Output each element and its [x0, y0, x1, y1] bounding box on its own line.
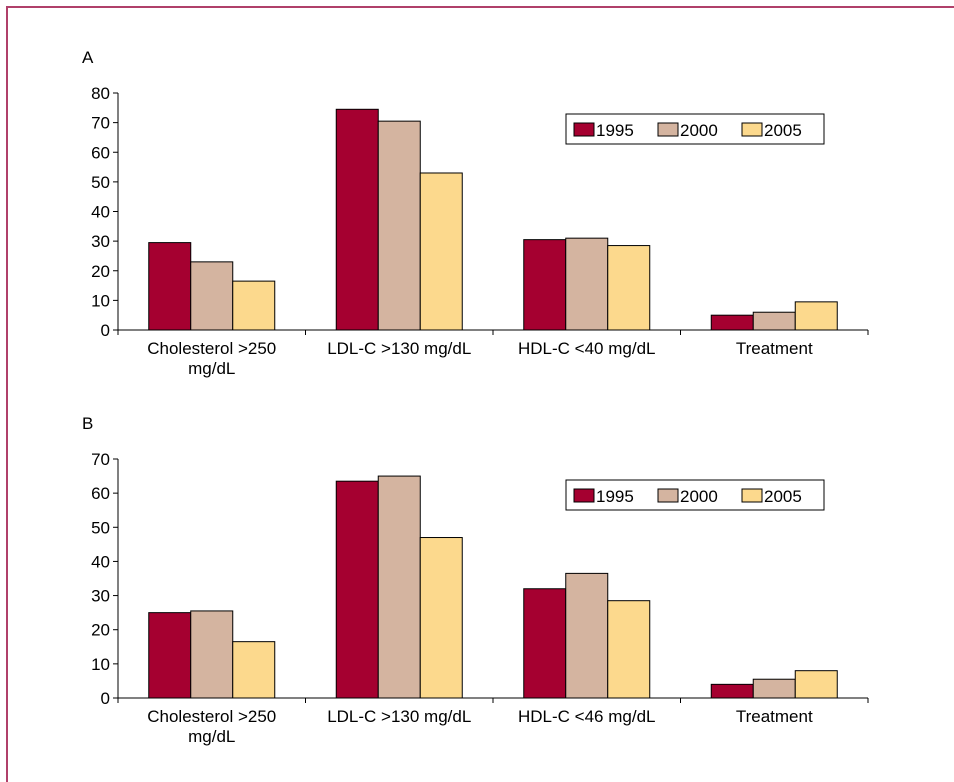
- y-tick-label: 0: [101, 689, 110, 708]
- bar-chart-a: A 0 10 20 30 40 50 60 70 80 Cholesterol >250 mg/dL L…: [82, 48, 869, 378]
- y-tick-label: 70: [91, 450, 110, 469]
- bar-2000-3: [565, 572, 609, 699]
- x-tick-label: Cholesterol >250 mg/dL: [147, 339, 276, 378]
- bar-2000-4: [752, 311, 796, 331]
- panel-label: A: [82, 48, 94, 67]
- bar-2005-4: [794, 301, 838, 331]
- bar-1995-2: [335, 480, 379, 699]
- legend-swatch-2005: [741, 122, 763, 137]
- y-tick-label: 40: [91, 203, 110, 222]
- bar-chart-b: B 0 10 20 30 40 50 60 70 Cholesterol >250 mg/dL LDL…: [82, 414, 869, 746]
- y-tick-label: 20: [91, 262, 110, 281]
- x-tick-label: LDL-C >130 mg/dL: [327, 339, 471, 358]
- bar-2000-2: [377, 475, 421, 699]
- bar-2005-1: [232, 280, 276, 331]
- legend-label-2000: 2000: [680, 487, 718, 506]
- x-tick-label: Treatment: [736, 707, 813, 726]
- x-tick-label: Treatment: [736, 339, 813, 358]
- x-tick-label: Cholesterol >250 mg/dL: [147, 707, 276, 746]
- chart-panel-a: A 0 10 20 30 40 50 60 70 80 Cholesterol >250 mg/dL L…: [0, 0, 954, 380]
- legend-label-2000: 2000: [680, 121, 718, 140]
- bar-1995-3: [523, 239, 567, 331]
- y-tick-label: 10: [91, 655, 110, 674]
- legend-swatch-2000: [657, 488, 679, 503]
- x-tick-label: HDL-C <40 mg/dL: [518, 339, 655, 358]
- legend-label-2005: 2005: [764, 487, 802, 506]
- bar-1995-3: [523, 588, 567, 699]
- y-tick-label: 60: [91, 484, 110, 503]
- y-tick-label: 0: [101, 321, 110, 340]
- y-tick-label: 70: [91, 114, 110, 133]
- bar-2005-4: [794, 670, 838, 699]
- bar-2005-3: [607, 245, 651, 331]
- bar-2005-1: [232, 641, 276, 699]
- y-tick-label: 50: [91, 173, 110, 192]
- bar-2000-1: [190, 261, 234, 331]
- legend-label-2005: 2005: [764, 121, 802, 140]
- legend-label-1995: 1995: [596, 121, 634, 140]
- bar-1995-4: [710, 314, 754, 331]
- bar-1995-1: [148, 242, 192, 331]
- bar-2000-4: [752, 678, 796, 699]
- legend-label-1995: 1995: [596, 487, 634, 506]
- y-tick-label: 30: [91, 232, 110, 251]
- figure-frame: [6, 6, 954, 782]
- panel-label: B: [82, 414, 93, 433]
- bar-2005-3: [607, 600, 651, 699]
- bar-2005-2: [419, 172, 463, 331]
- chart-panel-b: B 0 10 20 30 40 50 60 70 Cholesterol >250 mg/dL LDL…: [0, 366, 954, 746]
- y-tick-label: 50: [91, 518, 110, 537]
- legend-swatch-1995: [573, 122, 595, 137]
- legend-box: [565, 479, 825, 511]
- y-tick-label: 80: [91, 84, 110, 103]
- y-tick-label: 40: [91, 552, 110, 571]
- x-tick-label: HDL-C <46 mg/dL: [518, 707, 655, 726]
- bar-2000-1: [190, 610, 234, 699]
- y-tick-label: 10: [91, 291, 110, 310]
- bar-2000-2: [377, 120, 421, 331]
- legend-swatch-2000: [657, 122, 679, 137]
- bar-2000-3: [565, 237, 609, 331]
- bar-1995-2: [335, 108, 379, 331]
- bar-1995-1: [148, 612, 192, 699]
- bar-1995-4: [710, 683, 754, 699]
- y-tick-label: 30: [91, 587, 110, 606]
- legend-swatch-2005: [741, 488, 763, 503]
- x-tick-label: LDL-C >130 mg/dL: [327, 707, 471, 726]
- legend-box: [565, 113, 825, 145]
- bar-2005-2: [419, 537, 463, 699]
- legend-swatch-1995: [573, 488, 595, 503]
- y-tick-label: 60: [91, 143, 110, 162]
- y-tick-label: 20: [91, 621, 110, 640]
